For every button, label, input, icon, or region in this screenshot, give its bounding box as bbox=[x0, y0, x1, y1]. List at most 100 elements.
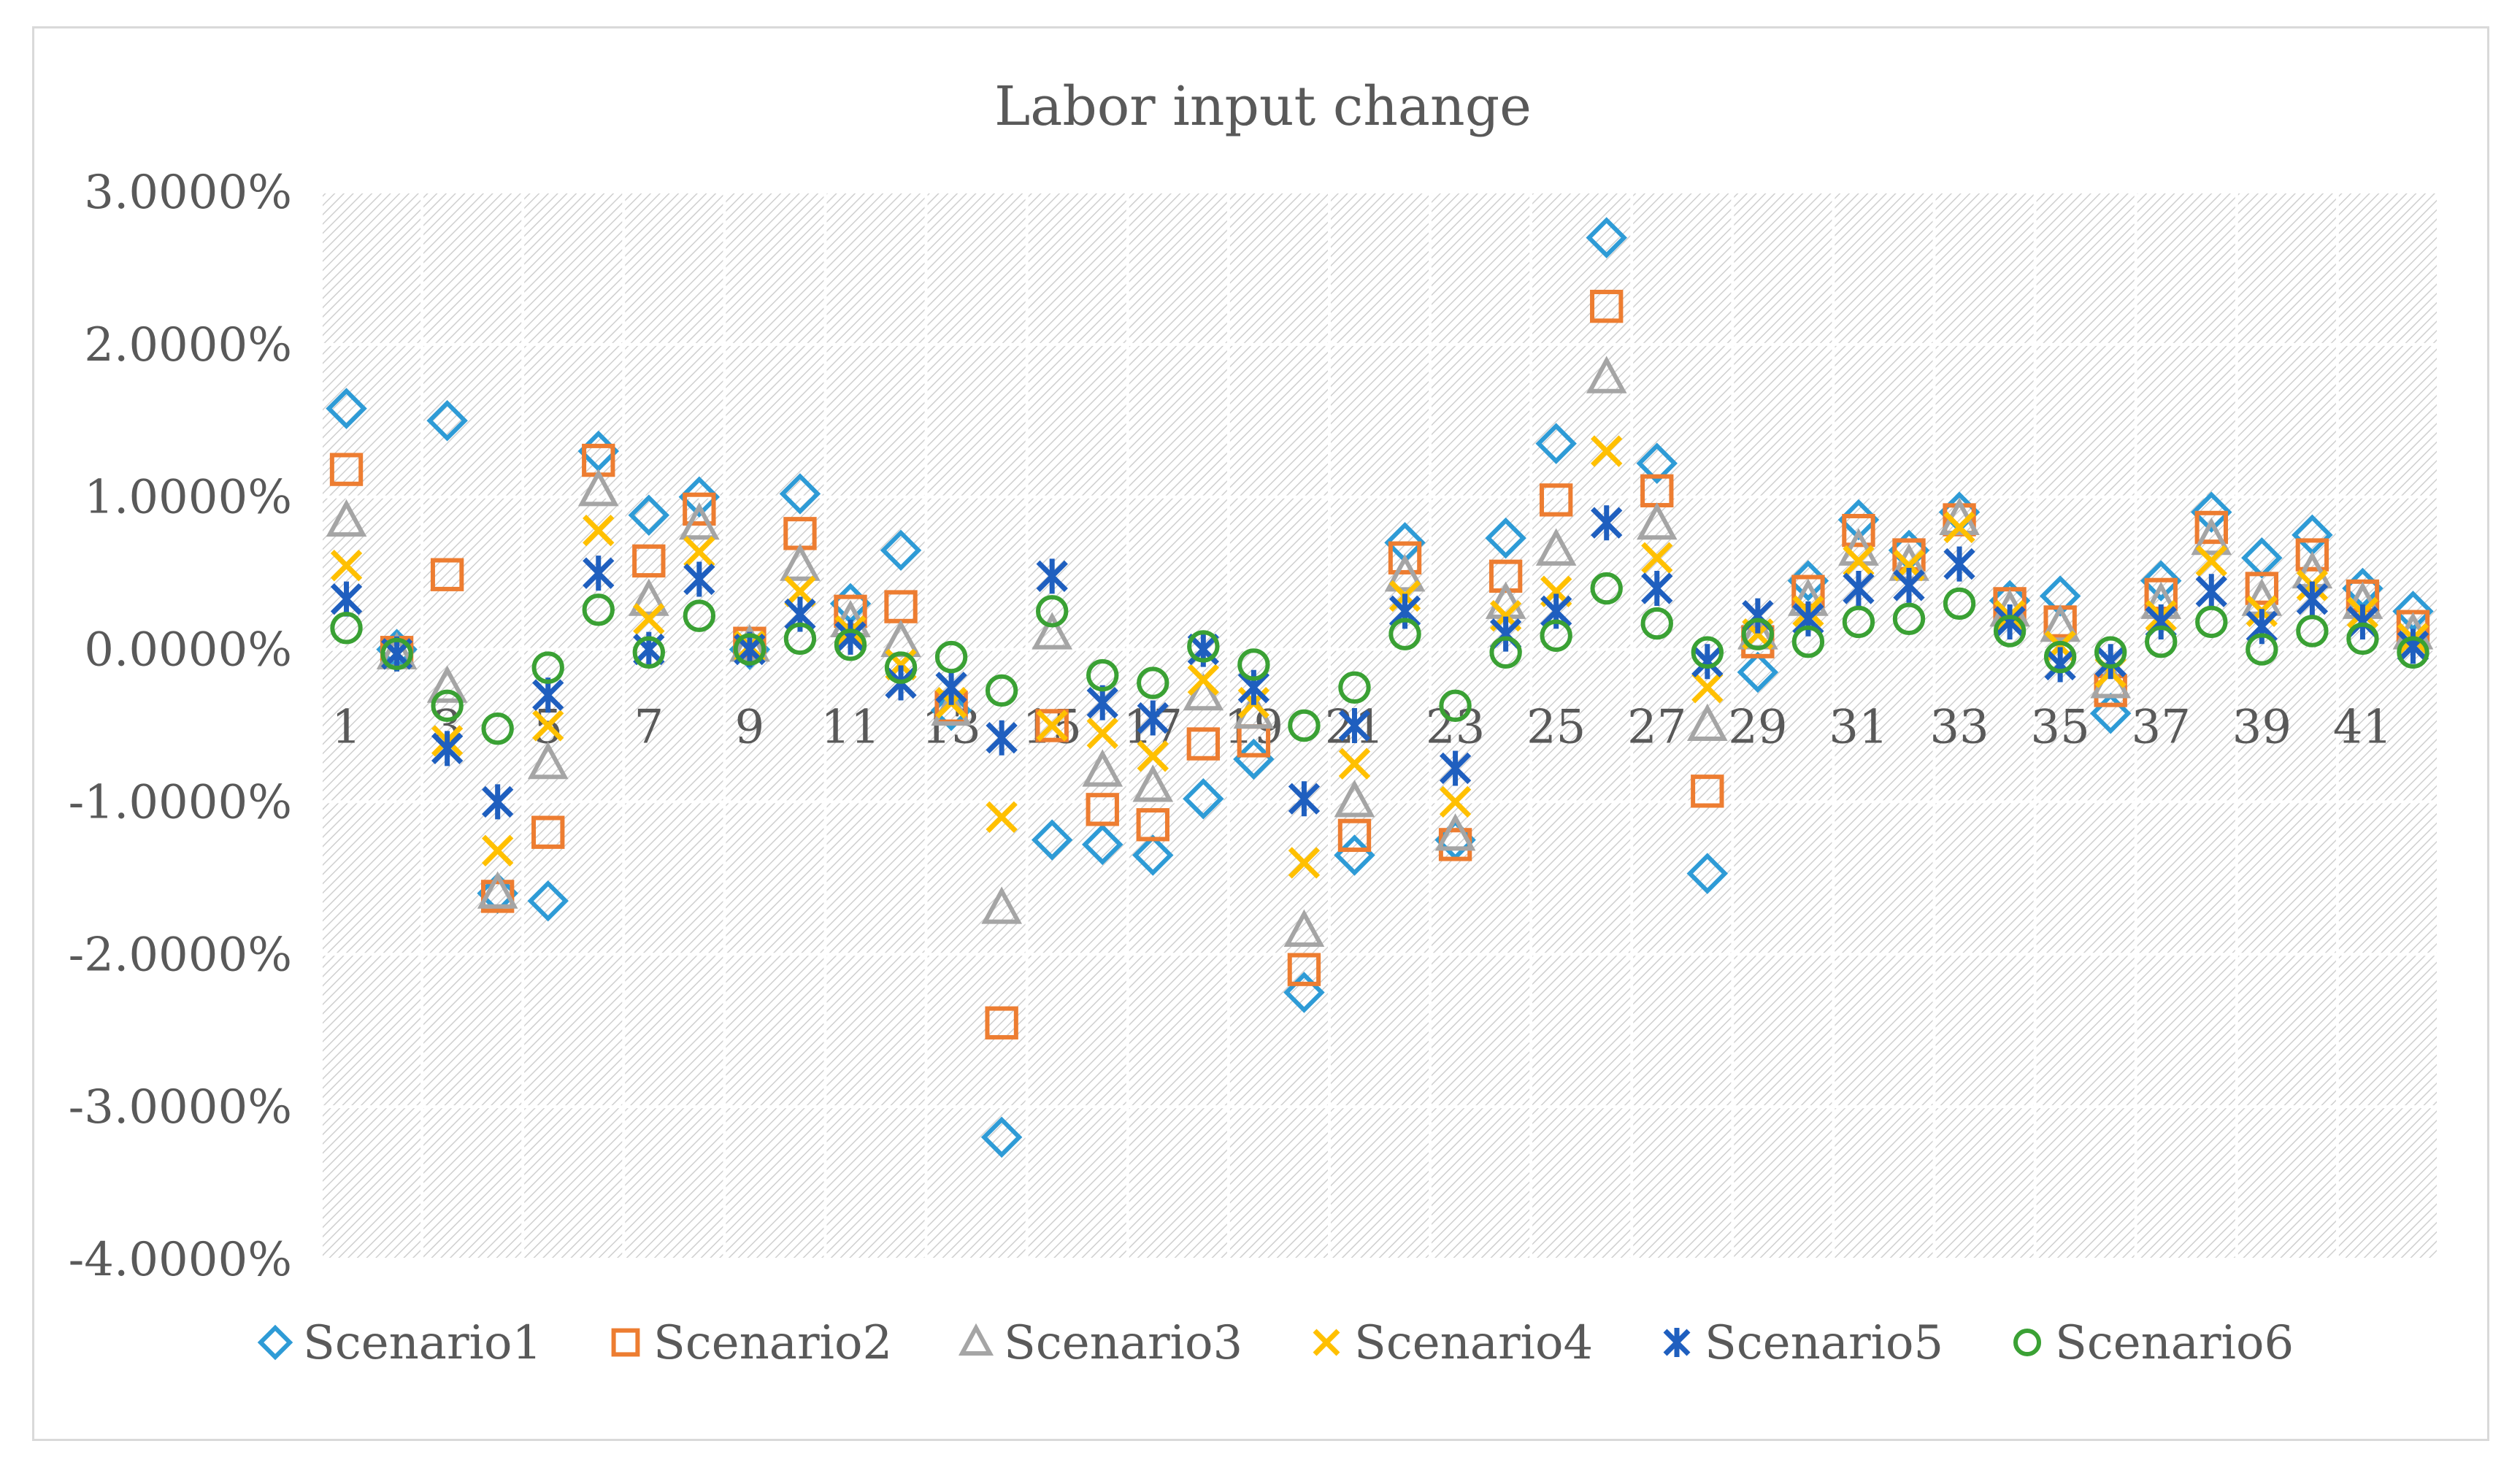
legend-item: Scenario3 bbox=[958, 1316, 1242, 1370]
data-point bbox=[527, 741, 569, 780]
legend-item: Scenario1 bbox=[257, 1316, 542, 1370]
data-point bbox=[1288, 709, 1321, 742]
data-point bbox=[1586, 356, 1627, 393]
data-point bbox=[2246, 633, 2278, 666]
data-point bbox=[583, 514, 615, 547]
data-point bbox=[2195, 605, 2228, 639]
data-point bbox=[1082, 749, 1123, 787]
series-scenario6 bbox=[330, 572, 2429, 745]
data-point bbox=[633, 603, 665, 635]
data-point bbox=[784, 575, 816, 607]
data-point bbox=[2397, 629, 2429, 664]
data-point bbox=[1137, 700, 1169, 736]
data-point bbox=[1636, 442, 1678, 485]
data-point bbox=[628, 494, 670, 537]
legend-marker bbox=[1313, 1329, 1340, 1356]
data-point bbox=[1943, 511, 1975, 544]
data-point bbox=[628, 578, 669, 616]
data-point bbox=[1591, 505, 1623, 541]
y-tick-label: -2.0000% bbox=[69, 928, 292, 982]
data-point bbox=[1586, 217, 1627, 258]
x-tick-label: 7 bbox=[634, 701, 664, 755]
x-axis-ticks: 1357911131517192123252729313335373941 bbox=[331, 701, 2392, 755]
data-point bbox=[1287, 953, 1321, 986]
data-point bbox=[431, 731, 464, 766]
data-point bbox=[1237, 648, 1270, 681]
plot-area bbox=[321, 192, 2438, 1259]
data-point bbox=[2089, 693, 2132, 734]
data-point bbox=[431, 689, 464, 723]
data-point bbox=[1439, 689, 1472, 723]
data-point bbox=[1036, 558, 1068, 594]
data-point bbox=[1791, 625, 1825, 658]
data-point bbox=[1136, 808, 1169, 842]
data-point bbox=[430, 558, 464, 591]
data-point bbox=[481, 712, 514, 745]
data-point bbox=[1535, 423, 1577, 464]
data-point bbox=[380, 637, 413, 671]
data-point bbox=[1439, 785, 1472, 818]
x-tick-label: 25 bbox=[1526, 701, 1586, 755]
data-point bbox=[1691, 644, 1724, 680]
data-point bbox=[1338, 708, 1371, 743]
data-point bbox=[1036, 710, 1068, 742]
data-point bbox=[1086, 793, 1119, 826]
chart-frame: Labor input change 135791113151719212325… bbox=[32, 26, 2489, 1441]
data-point bbox=[1187, 664, 1220, 696]
data-point bbox=[426, 400, 468, 442]
data-point bbox=[330, 581, 363, 617]
data-point bbox=[1035, 709, 1069, 742]
data-point bbox=[329, 453, 364, 486]
legend-label: Scenario3 bbox=[1004, 1316, 1242, 1370]
chart: Labor input change 135791113151719212325… bbox=[69, 75, 2440, 1370]
data-point bbox=[2346, 622, 2379, 656]
y-axis-ticks: 3.0000% 2.0000% 1.0000% 0.0000% -1.0000% -2.0… bbox=[69, 166, 292, 1287]
legend-marker bbox=[257, 1324, 293, 1361]
data-point bbox=[2191, 491, 2232, 533]
data-point bbox=[2245, 572, 2279, 605]
data-point bbox=[2194, 510, 2228, 545]
data-point bbox=[1993, 615, 2027, 647]
data-point bbox=[2296, 581, 2329, 617]
data-point bbox=[1187, 630, 1220, 663]
data-point bbox=[1691, 672, 1724, 704]
grid-lines bbox=[320, 191, 2440, 1261]
x-tick-label: 35 bbox=[2030, 701, 2089, 755]
legend-label: Scenario4 bbox=[1354, 1316, 1593, 1370]
x-tick-label: 29 bbox=[1728, 701, 1787, 755]
data-point bbox=[1434, 813, 1476, 851]
data-point bbox=[583, 556, 615, 591]
data-point bbox=[986, 801, 1018, 833]
data-point bbox=[1439, 750, 1472, 786]
data-point bbox=[1338, 671, 1371, 704]
data-point bbox=[531, 651, 564, 684]
data-point bbox=[577, 469, 619, 507]
data-point bbox=[1183, 778, 1224, 820]
data-point bbox=[1843, 571, 1875, 607]
data-point bbox=[683, 492, 716, 526]
data-point bbox=[2195, 574, 2227, 610]
data-point bbox=[986, 720, 1018, 756]
data-point bbox=[884, 651, 918, 684]
data-point bbox=[1994, 604, 2026, 639]
x-tick-label: 41 bbox=[2333, 701, 2392, 755]
data-point bbox=[834, 629, 867, 661]
data-point bbox=[1288, 781, 1321, 817]
legend-marker bbox=[2013, 1329, 2041, 1356]
data-point bbox=[1288, 847, 1321, 879]
data-point bbox=[1132, 834, 1174, 876]
data-point bbox=[779, 473, 821, 515]
data-point bbox=[1032, 612, 1073, 650]
data-point bbox=[582, 593, 615, 626]
legend-marker bbox=[611, 1328, 640, 1357]
data-point bbox=[1540, 619, 1572, 652]
data-point bbox=[326, 388, 367, 429]
data-point bbox=[2145, 625, 2178, 658]
y-tick-label: -4.0000% bbox=[69, 1233, 292, 1287]
data-point bbox=[981, 886, 1022, 924]
legend-item: Scenario6 bbox=[2013, 1316, 2294, 1370]
data-point bbox=[880, 529, 922, 572]
data-point bbox=[1590, 572, 1623, 605]
legend-label: Scenario1 bbox=[303, 1316, 542, 1370]
data-point bbox=[326, 499, 367, 537]
